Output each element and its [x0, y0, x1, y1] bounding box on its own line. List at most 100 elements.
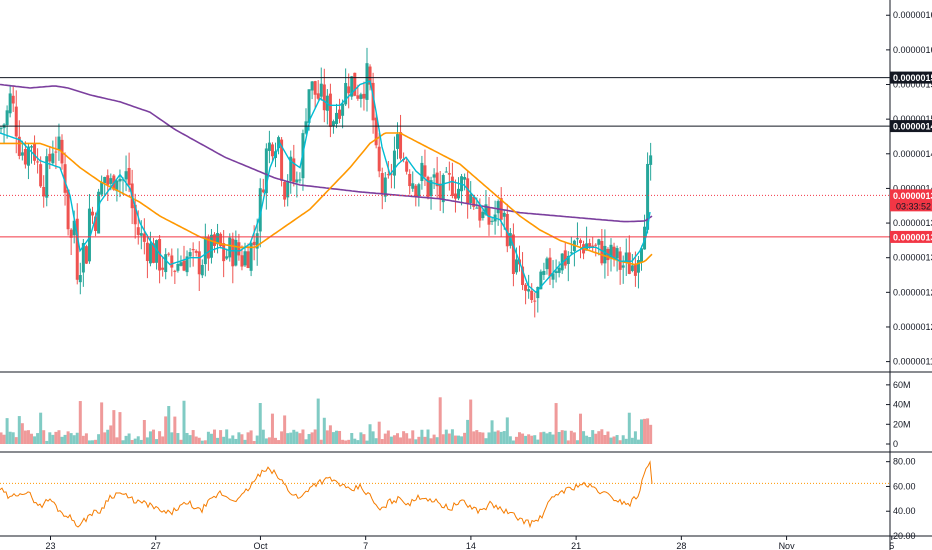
- candle-body: [319, 83, 323, 97]
- candle-body: [124, 171, 128, 180]
- price-axis[interactable]: 0.00000115 0.00000120 0.00000125 0.00000130…: [886, 10, 932, 541]
- volume-bar: [460, 436, 464, 444]
- volume-bar: [511, 440, 515, 444]
- ema-mid-line: [0, 132, 653, 266]
- candle-body: [322, 84, 326, 111]
- volume-bar: [228, 438, 232, 444]
- candle-body: [481, 211, 485, 219]
- volume-bar: [313, 429, 317, 444]
- candle-body: [524, 284, 528, 291]
- candle-body: [368, 66, 372, 85]
- volume-bar: [432, 434, 436, 444]
- volume-bar: [493, 431, 497, 444]
- candle-body: [118, 178, 122, 182]
- volume-bar: [475, 430, 479, 444]
- volume-bar: [292, 429, 296, 444]
- candle-body: [179, 262, 183, 266]
- candle-body: [72, 220, 76, 236]
- candle-body: [261, 189, 265, 193]
- price-tag-label: 0.00000149: [893, 122, 932, 132]
- price-tick-label: 0.00000135: [893, 218, 932, 228]
- candle-body: [649, 155, 653, 165]
- candle-body: [527, 289, 531, 292]
- candle-body: [8, 93, 12, 114]
- candle-body: [91, 211, 94, 216]
- volume-bar: [130, 439, 134, 444]
- time-tick-label: 23: [45, 541, 55, 550]
- volume-bar: [600, 429, 604, 444]
- horizontal-price-lines[interactable]: [0, 77, 890, 238]
- candle-body: [51, 153, 55, 164]
- candle-body: [127, 167, 131, 185]
- candle-body: [78, 275, 82, 283]
- volume-bar: [78, 401, 82, 444]
- candle-body: [23, 149, 27, 165]
- candle-body: [20, 152, 24, 156]
- volume-bar: [341, 439, 345, 444]
- candle-body: [603, 245, 607, 264]
- volume-bar: [618, 440, 622, 444]
- price-tick-label: 0.00000150: [893, 114, 932, 124]
- time-tick-label: 21: [571, 541, 581, 550]
- price-tick-label: 0.00000125: [893, 287, 932, 297]
- volume-tick-label: 0: [893, 439, 898, 449]
- volume-bar: [216, 437, 220, 444]
- candle-body: [545, 258, 549, 270]
- volume-bar: [539, 432, 543, 444]
- volume-bar: [396, 433, 399, 444]
- volume-bar: [51, 434, 55, 444]
- candle-body: [81, 242, 85, 273]
- volume-bar: [267, 437, 271, 444]
- volume-bar: [383, 433, 387, 444]
- last-price-label: 0.00000139: [893, 191, 932, 201]
- candle-body: [377, 146, 381, 172]
- volume-bar: [368, 424, 372, 444]
- candle-body: [240, 255, 244, 267]
- volume-bar: [444, 429, 448, 444]
- countdown-label: 03:33:52: [896, 201, 931, 211]
- volume-bar: [438, 397, 442, 444]
- volume-bar: [48, 432, 52, 444]
- candle-body: [191, 248, 195, 251]
- volume-bar: [499, 431, 503, 444]
- volume-bar: [575, 440, 579, 444]
- candle-body: [225, 256, 229, 259]
- volume-bar: [240, 434, 244, 444]
- candle-body: [155, 240, 159, 263]
- volume-bar: [139, 439, 143, 444]
- candle-body: [646, 163, 650, 230]
- volume-bar: [414, 439, 418, 444]
- candle-body: [286, 182, 290, 198]
- time-axis[interactable]: 2327Oct7142128Nov51118: [45, 536, 932, 550]
- candle-body: [87, 208, 91, 262]
- volume-bar: [588, 436, 592, 444]
- volume-bar: [640, 419, 643, 444]
- volume-bar: [182, 400, 186, 444]
- volume-bar: [191, 430, 195, 444]
- candle-body: [539, 271, 543, 290]
- volume-bar: [380, 439, 384, 444]
- candle-body: [447, 173, 451, 175]
- volume-bar: [54, 431, 58, 444]
- volume-bar: [450, 429, 454, 444]
- candle-body: [575, 238, 579, 240]
- candle-body: [463, 177, 467, 180]
- volume-bar: [594, 433, 598, 444]
- candle-body: [246, 251, 250, 269]
- volume-bar: [164, 416, 168, 444]
- candle-body: [139, 233, 143, 236]
- price-tag-label: 0.00000133: [893, 232, 932, 242]
- volume-bar: [487, 432, 491, 444]
- candle-body: [600, 240, 604, 264]
- candle-body: [289, 156, 293, 181]
- price-tag-label: 0.00000156: [893, 73, 932, 83]
- volume-tick-label: 40M: [893, 400, 911, 410]
- candle-body: [548, 257, 552, 277]
- volume-bar: [295, 431, 299, 444]
- candle-body: [188, 252, 192, 257]
- candle-body: [14, 106, 18, 137]
- candle-body: [100, 182, 104, 195]
- volume-bar: [606, 431, 610, 444]
- volume-bar: [124, 435, 128, 444]
